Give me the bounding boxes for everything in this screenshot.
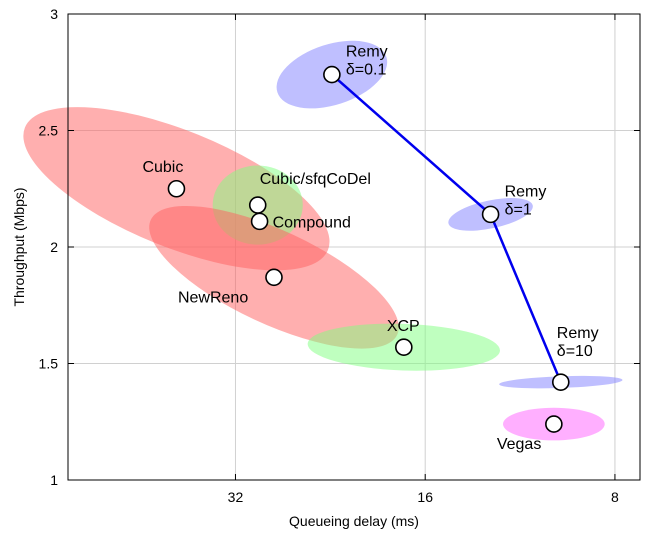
data-point xyxy=(265,268,283,287)
point-label: δ=1 xyxy=(505,201,532,218)
x-tick-label: 16 xyxy=(417,489,433,505)
labels-layer: Remyδ=0.1Remyδ=1Remyδ=10CubicCubic/sfqCo… xyxy=(142,44,599,453)
point-label: Remy xyxy=(557,325,599,342)
x-axis-title: Queueing delay (ms) xyxy=(289,513,419,529)
y-tick-label: 3 xyxy=(50,6,58,22)
data-point xyxy=(248,196,267,214)
y-tick-label: 1.5 xyxy=(39,356,59,372)
point-label: δ=0.1 xyxy=(346,62,387,79)
point-label: Compound xyxy=(273,214,351,231)
data-point xyxy=(395,338,413,356)
y-tick-label: 2.5 xyxy=(39,123,59,139)
point-label: Cubic/sfqCoDel xyxy=(260,171,371,188)
data-point xyxy=(250,212,269,231)
data-point xyxy=(167,179,186,198)
point-label: Cubic xyxy=(142,159,183,176)
y-tick-label: 2 xyxy=(50,239,58,255)
data-point xyxy=(551,373,570,391)
spread-ellipses xyxy=(23,40,623,441)
point-label: Remy xyxy=(346,44,388,61)
y-tick-label: 1 xyxy=(50,472,58,488)
y-axis-title: Throughput (Mbps) xyxy=(11,187,27,306)
ticks: 32 16 8 1 1.5 2 2.5 3 xyxy=(39,6,640,505)
point-label: δ=10 xyxy=(557,343,593,360)
data-point xyxy=(545,415,563,433)
x-tick-label: 32 xyxy=(228,489,244,505)
point-label: Remy xyxy=(505,183,547,200)
point-label: XCP xyxy=(387,318,420,335)
x-tick-label: 8 xyxy=(611,489,619,505)
point-label: NewReno xyxy=(178,289,248,306)
points-layer xyxy=(167,65,570,433)
data-point xyxy=(323,65,341,84)
point-label: Vegas xyxy=(497,436,541,453)
data-point xyxy=(481,205,500,224)
